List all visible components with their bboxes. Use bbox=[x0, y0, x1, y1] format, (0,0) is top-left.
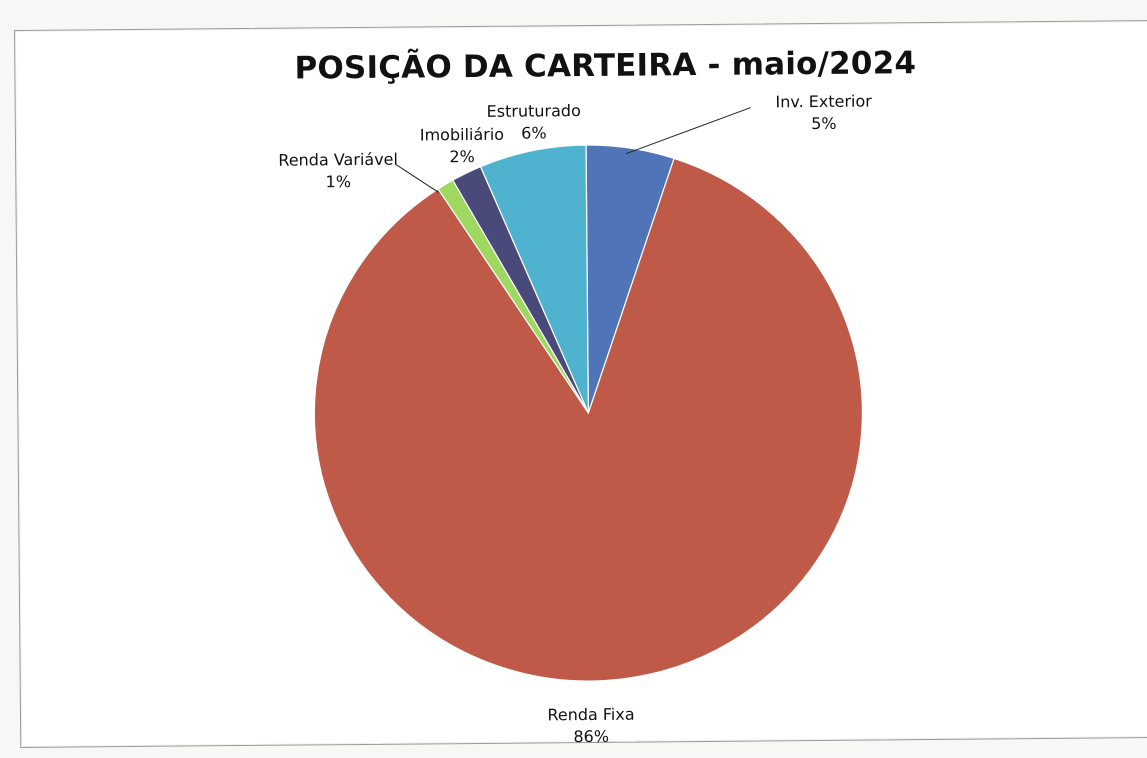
slice-percent-label: 2% bbox=[449, 147, 475, 166]
slice-percent-label: 1% bbox=[326, 172, 352, 191]
pie-chart: Inv. Exterior 5% Renda Fixa 86% Renda Variáv… bbox=[278, 92, 872, 747]
slice-label: Estruturado bbox=[487, 101, 581, 121]
chart-frame: POSIÇÃO DA CARTEIRA - maio/2024 Inv. Ext… bbox=[14, 20, 1147, 748]
slice-label: Inv. Exterior bbox=[775, 92, 872, 112]
slice-label: Renda Variável bbox=[278, 150, 398, 170]
slice-label: Imobiliário bbox=[420, 125, 504, 145]
slice-percent-label: 6% bbox=[521, 123, 547, 142]
pie-slice-estruturado bbox=[479, 144, 589, 414]
slice-percent-label: 86% bbox=[573, 727, 609, 746]
slice-percent-label: 5% bbox=[811, 114, 837, 133]
pie-slice-renda-fixa bbox=[313, 157, 863, 682]
leader-line bbox=[395, 164, 439, 193]
slice-label: Renda Fixa bbox=[547, 705, 634, 725]
leader-line bbox=[625, 107, 751, 155]
